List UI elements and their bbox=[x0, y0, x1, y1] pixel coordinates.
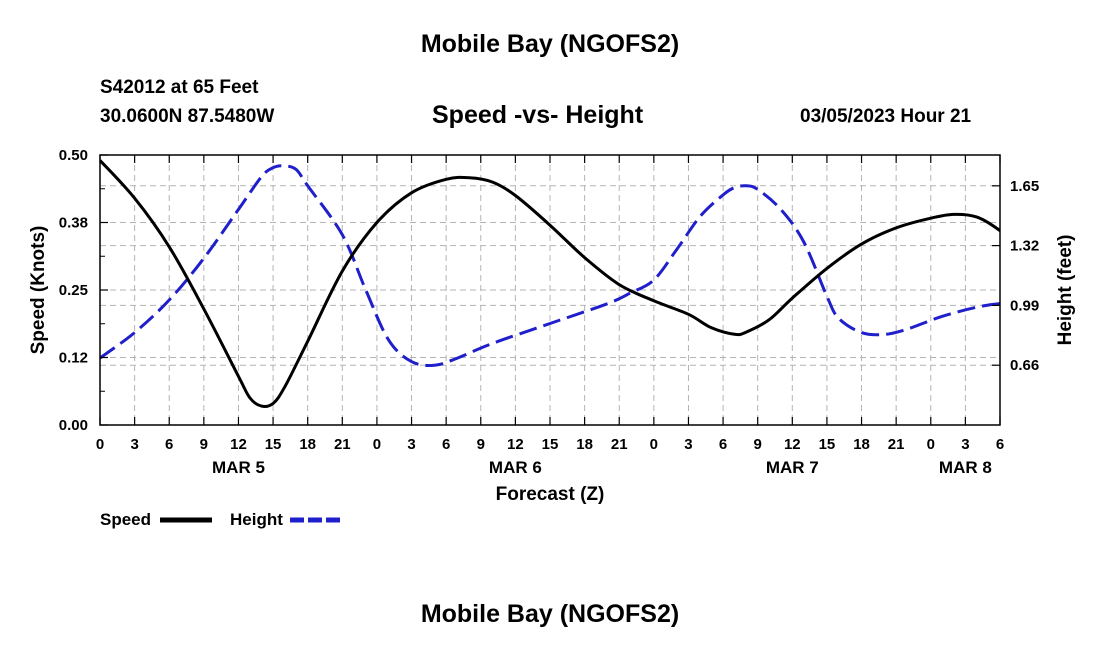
right-tick-label: 0.99 bbox=[1010, 297, 1039, 314]
x-axis-title: Forecast (Z) bbox=[496, 484, 605, 505]
series-line-speed bbox=[100, 159, 1000, 408]
x-tick-label: 21 bbox=[611, 436, 628, 453]
station-label: S42012 at 65 Feet bbox=[100, 77, 259, 98]
x-tick-label: 6 bbox=[996, 436, 1004, 453]
left-axis-title: Speed (Knots) bbox=[28, 226, 49, 355]
date-label: MAR 7 bbox=[766, 458, 819, 477]
left-tick-label: 0.25 bbox=[59, 282, 88, 299]
axis-labels: 0 3 6 9 12 15 18 21 0 3 6 9 12 15 18 21 0 3 6 9 12 15 18 21 0 3 6M… bbox=[59, 147, 1039, 477]
x-tick-label: 3 bbox=[961, 436, 969, 453]
right-tick-label: 1.65 bbox=[1010, 178, 1039, 195]
left-tick-label: 0.00 bbox=[59, 417, 88, 434]
x-tick-label: 6 bbox=[719, 436, 727, 453]
x-tick-label: 18 bbox=[576, 436, 593, 453]
x-tick-label: 0 bbox=[96, 436, 104, 453]
series-line-height bbox=[100, 164, 1000, 367]
x-tick-label: 6 bbox=[165, 436, 173, 453]
grid-lines bbox=[100, 155, 1000, 425]
chart-subtitle: Speed -vs- Height bbox=[432, 101, 644, 129]
x-tick-label: 9 bbox=[477, 436, 485, 453]
left-tick-label: 0.50 bbox=[59, 147, 88, 164]
x-tick-label: 3 bbox=[684, 436, 692, 453]
series-layer bbox=[100, 159, 1000, 408]
right-tick-label: 0.66 bbox=[1010, 357, 1039, 374]
coordinates-label: 30.0600N 87.5480W bbox=[100, 106, 275, 127]
x-tick-label: 18 bbox=[853, 436, 870, 453]
x-tick-label: 12 bbox=[784, 436, 801, 453]
x-tick-label: 3 bbox=[130, 436, 138, 453]
x-tick-label: 9 bbox=[200, 436, 208, 453]
left-tick-label: 0.38 bbox=[59, 215, 88, 232]
x-tick-label: 0 bbox=[373, 436, 381, 453]
left-tick-label: 0.12 bbox=[59, 350, 88, 367]
x-tick-label: 15 bbox=[819, 436, 836, 453]
forecast-datetime: 03/05/2023 Hour 21 bbox=[800, 106, 972, 127]
date-label: MAR 8 bbox=[939, 458, 992, 477]
legend-label-speed: Speed bbox=[100, 510, 151, 529]
footer-title: Mobile Bay (NGOFS2) bbox=[420, 600, 680, 628]
x-tick-label: 21 bbox=[888, 436, 905, 453]
legend-label-height: Height bbox=[230, 510, 283, 529]
right-tick-label: 1.32 bbox=[1010, 238, 1039, 255]
date-label: MAR 5 bbox=[212, 458, 265, 477]
date-label: MAR 6 bbox=[489, 458, 542, 477]
x-tick-label: 9 bbox=[754, 436, 762, 453]
x-tick-label: 12 bbox=[230, 436, 247, 453]
legend: Speed Height bbox=[100, 510, 342, 529]
x-tick-label: 12 bbox=[507, 436, 524, 453]
x-tick-label: 0 bbox=[927, 436, 935, 453]
x-tick-label: 0 bbox=[650, 436, 658, 453]
x-tick-label: 3 bbox=[407, 436, 415, 453]
x-tick-label: 6 bbox=[442, 436, 450, 453]
right-axis-title: Height (feet) bbox=[1055, 235, 1076, 346]
axis-ticks bbox=[99, 154, 1001, 426]
x-tick-label: 15 bbox=[542, 436, 559, 453]
x-tick-label: 15 bbox=[265, 436, 282, 453]
x-tick-label: 18 bbox=[299, 436, 316, 453]
page-title: Mobile Bay (NGOFS2) bbox=[420, 30, 680, 58]
x-tick-label: 21 bbox=[334, 436, 351, 453]
